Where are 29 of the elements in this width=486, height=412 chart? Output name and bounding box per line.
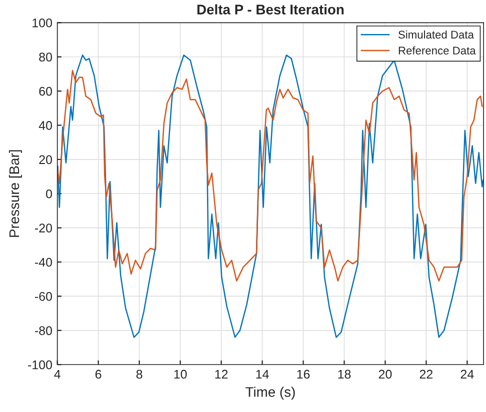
- y-tick-label: -20: [34, 224, 52, 232]
- legend-label: Simulated Data: [398, 30, 474, 39]
- x-tick-label: 4: [54, 370, 60, 379]
- x-axis-title: Time (s): [246, 386, 295, 400]
- y-tick-label: 100: [32, 18, 52, 28]
- y-axis-title: Pressure [Bar]: [8, 150, 22, 237]
- y-tick-label: 60: [39, 86, 52, 96]
- y-tick-label: 20: [39, 155, 52, 164]
- x-tick-label: 8: [136, 370, 142, 379]
- y-tick-label: 0: [46, 189, 52, 198]
- x-tick-label: 22: [420, 370, 433, 379]
- x-tick-label: 20: [378, 370, 392, 379]
- x-tick-label: 14: [256, 370, 269, 379]
- x-tick-label: 12: [215, 370, 228, 379]
- line-series: [57, 70, 483, 282]
- x-tick-label: 24: [460, 370, 474, 379]
- y-tick-label: -100: [28, 360, 52, 370]
- x-tick-label: 6: [95, 370, 102, 379]
- y-tick-label: -40: [34, 258, 52, 267]
- legend-label: Reference Data: [398, 46, 476, 55]
- line-series: [57, 54, 484, 338]
- y-tick-label: -60: [34, 292, 52, 301]
- x-tick-label: 16: [297, 370, 310, 379]
- x-tick-label: 18: [338, 370, 351, 379]
- y-tick-label: -80: [34, 326, 52, 336]
- y-tick-label: 80: [39, 52, 52, 62]
- y-tick-label: 40: [38, 121, 52, 130]
- x-tick-label: 10: [174, 370, 187, 379]
- chart-title: Delta P - Best Iteration: [197, 4, 344, 14]
